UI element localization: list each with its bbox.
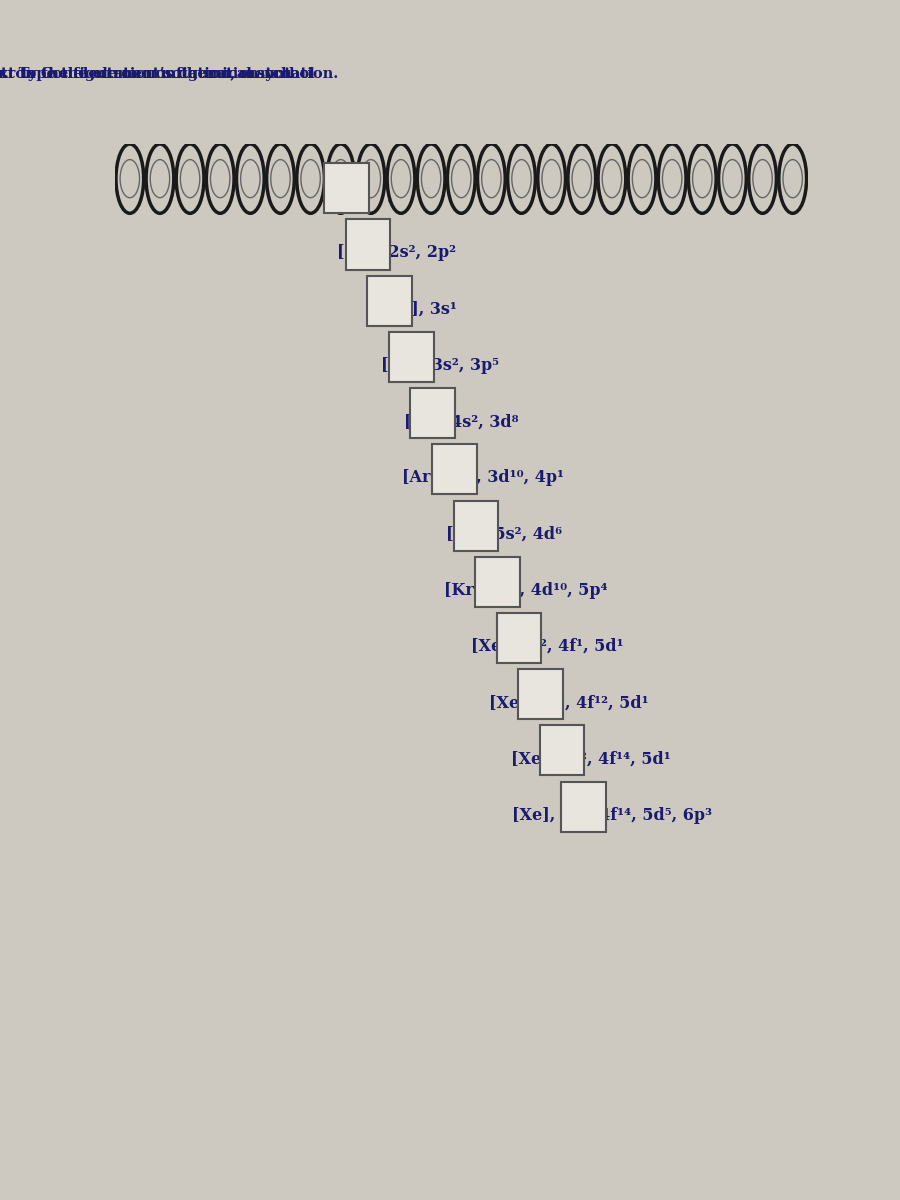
Ellipse shape	[538, 144, 565, 214]
Ellipse shape	[146, 144, 174, 214]
Text: Part 3.  Using the Noble Gas core format for the Electron Configuration notation: Part 3. Using the Noble Gas core format …	[0, 67, 292, 80]
Ellipse shape	[718, 144, 746, 214]
Ellipse shape	[568, 144, 596, 214]
Text: onto the line next to the electron configuration notation.: onto the line next to the electron confi…	[0, 67, 338, 80]
Ellipse shape	[688, 144, 716, 214]
Text: [Ne], 3s¹: [Ne], 3s¹	[379, 301, 457, 318]
Ellipse shape	[176, 144, 204, 214]
Ellipse shape	[778, 144, 806, 214]
Ellipse shape	[447, 144, 475, 214]
Ellipse shape	[628, 144, 656, 214]
Ellipse shape	[237, 144, 265, 214]
Polygon shape	[454, 500, 499, 551]
Polygon shape	[432, 444, 477, 494]
Ellipse shape	[598, 144, 626, 214]
Text: [He], 2s²: [He], 2s²	[336, 188, 414, 205]
Polygon shape	[346, 220, 391, 270]
Ellipse shape	[327, 144, 355, 214]
Ellipse shape	[206, 144, 234, 214]
Text: [Xe], 6s², 4f¹⁴, 5d¹: [Xe], 6s², 4f¹⁴, 5d¹	[510, 750, 670, 767]
Polygon shape	[389, 332, 434, 382]
Polygon shape	[562, 781, 606, 832]
Ellipse shape	[297, 144, 325, 214]
Ellipse shape	[418, 144, 445, 214]
Text: [Xe], 6s², 4f¹, 5d¹: [Xe], 6s², 4f¹, 5d¹	[472, 638, 624, 655]
Polygon shape	[475, 557, 520, 607]
Text: [Kr], 5s², 4d¹⁰, 5p⁴: [Kr], 5s², 4d¹⁰, 5p⁴	[444, 582, 608, 599]
Polygon shape	[324, 163, 369, 214]
Ellipse shape	[387, 144, 415, 214]
Text: [Ar], 4s², 3d⁸: [Ar], 4s², 3d⁸	[404, 413, 518, 430]
Text: [Ar], 4s², 3d¹⁰, 4p¹: [Ar], 4s², 3d¹⁰, 4p¹	[401, 469, 563, 486]
Polygon shape	[540, 725, 584, 775]
Ellipse shape	[357, 144, 384, 214]
Text: the atom/element to the electron configuration.  Type the element’s chemical sym: the atom/element to the electron configu…	[0, 67, 315, 80]
Ellipse shape	[749, 144, 777, 214]
Polygon shape	[518, 670, 562, 719]
Text: [He], 2s², 2p²: [He], 2s², 2p²	[337, 245, 456, 262]
Text: [Ne], 3s², 3p⁵: [Ne], 3s², 3p⁵	[381, 356, 499, 374]
Ellipse shape	[266, 144, 294, 214]
Polygon shape	[367, 276, 412, 325]
Ellipse shape	[478, 144, 505, 214]
Ellipse shape	[116, 144, 144, 214]
Text: [Kr], 5s², 4d⁶: [Kr], 5s², 4d⁶	[446, 526, 562, 542]
Text: [Xe], 6s², 4f¹⁴, 5d⁵, 6p³: [Xe], 6s², 4f¹⁴, 5d⁵, 6p³	[512, 806, 712, 823]
Ellipse shape	[658, 144, 686, 214]
Text: [Xe], 6s², 4f¹², 5d¹: [Xe], 6s², 4f¹², 5d¹	[490, 694, 649, 712]
Ellipse shape	[508, 144, 536, 214]
Polygon shape	[497, 613, 541, 662]
Polygon shape	[410, 388, 455, 438]
